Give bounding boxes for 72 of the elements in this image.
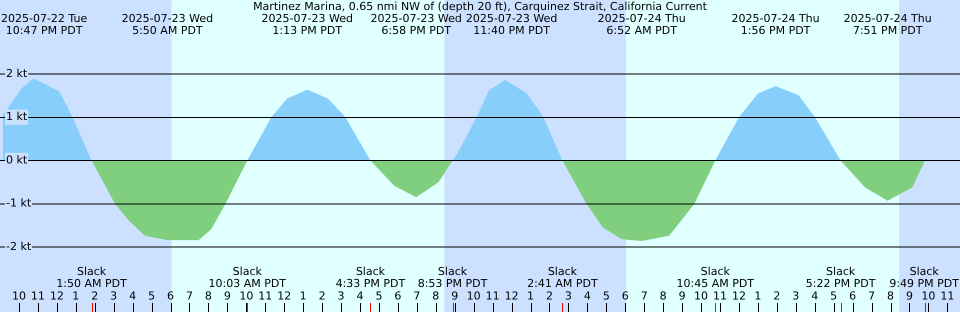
text: 2025-07-23 Wed 5:50 AM PDT: [122, 12, 214, 37]
x-tick-label: 4: [811, 289, 818, 302]
x-tick-label: 10: [12, 289, 26, 302]
x-tick-label: 8: [204, 289, 212, 302]
x-tick-label: 2: [546, 289, 553, 302]
x-tick-label: 4: [356, 289, 364, 302]
text: 2025-07-24 Thu 6:52 AM PDT: [598, 12, 686, 37]
x-tick-label: 6: [394, 289, 402, 302]
x-tick-label: 12: [277, 289, 292, 302]
x-tick-label: 8: [887, 289, 894, 302]
x-tick-label: 6: [167, 289, 174, 302]
x-tick-label: 2: [773, 289, 780, 302]
x-tick-label: 11: [713, 289, 727, 302]
text: Slack 10:03 AM PDT: [208, 265, 286, 290]
text: 2025-07-23 Wed 6:58 PM PDT: [370, 12, 462, 37]
x-tick-label: 7: [413, 289, 420, 302]
y-tick-label: -2 kt: [6, 240, 32, 253]
x-tick-label: 5: [375, 289, 382, 302]
x-tick-label: 9: [906, 289, 913, 302]
x-tick-label: 1: [527, 289, 534, 302]
x-tick-label: 6: [622, 289, 629, 302]
x-tick-label: 11: [486, 289, 500, 302]
x-tick-label: 3: [792, 289, 800, 302]
x-tick-label: 7: [640, 289, 648, 302]
x-tick-label: 5: [148, 289, 156, 302]
x-tick-label: 11: [30, 289, 45, 302]
text: 2025-07-24 Thu 7:51 PM PDT: [844, 12, 932, 37]
x-tick-label: 12: [504, 289, 519, 302]
x-tick-label: 2: [318, 289, 326, 302]
x-tick-label: 5: [830, 289, 838, 302]
x-tick-label: 6: [849, 289, 856, 302]
x-tick-label: 10: [239, 289, 254, 302]
x-tick-label: 3: [338, 289, 345, 302]
x-tick-label: 12: [50, 289, 64, 302]
x-tick-label: 1: [300, 289, 307, 302]
text: 2025-07-23 Wed 1:13 PM PDT: [262, 12, 353, 37]
x-tick-label: 8: [660, 289, 667, 302]
x-tick-label: 10: [694, 289, 708, 302]
x-tick-label: 7: [868, 289, 876, 302]
text: Slack 1:50 AM PDT: [56, 265, 128, 290]
x-tick-label: 8: [432, 289, 440, 302]
y-tick-label: 2 kt: [6, 66, 28, 80]
x-tick-label: 11: [258, 289, 272, 302]
text: Slack 10:45 AM PDT: [676, 265, 754, 290]
x-tick-label: 5: [602, 289, 610, 302]
x-tick-label: 9: [678, 289, 686, 302]
x-tick-label: 3: [110, 289, 118, 302]
text: Slack 2:41 AM PDT: [527, 265, 598, 290]
text: Slack 9:49 PM PDT: [889, 265, 960, 290]
x-tick-label: 11: [940, 289, 954, 302]
x-tick-label: 2: [91, 289, 98, 302]
chart-title: Martinez Marina, 0.65 nmi NW of (depth 20 ft), Carquinez Strait, California Current: [253, 0, 708, 13]
text: Slack 4:33 PM PDT: [336, 265, 406, 290]
x-tick-label: 4: [584, 289, 591, 302]
x-tick-label: 12: [732, 289, 746, 302]
x-tick-label: 4: [129, 289, 136, 302]
y-tick-label: 0 kt: [6, 153, 28, 166]
x-tick-label: 1: [72, 289, 80, 302]
x-tick-label: 3: [564, 289, 572, 302]
y-tick-label: 1 kt: [6, 110, 28, 124]
x-tick-label: 9: [451, 289, 458, 302]
text: 2025-07-22 Tue 10:47 PM PDT: [0, 12, 88, 37]
x-tick-label: 10: [921, 289, 936, 302]
text: Slack 8:53 PM PDT: [418, 265, 488, 290]
x-tick-label: 7: [186, 289, 193, 302]
x-tick-label: 1: [754, 289, 762, 302]
x-tick-label: 9: [224, 289, 231, 302]
y-tick-label: -1 kt: [6, 196, 32, 210]
x-tick-label: 10: [466, 289, 481, 302]
text: 2025-07-23 Wed 11:40 PM PDT: [466, 12, 558, 37]
text: Slack 5:22 PM PDT: [806, 265, 876, 290]
text: 2025-07-24 Thu 1:56 PM PDT: [732, 12, 820, 37]
